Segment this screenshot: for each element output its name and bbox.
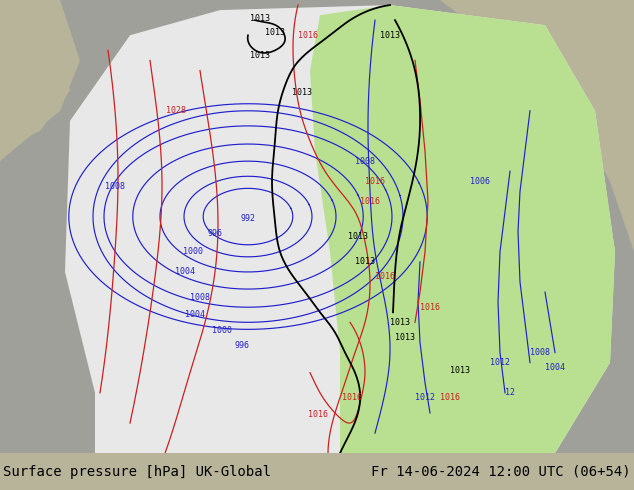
Text: 1013: 1013 [390,318,410,327]
Text: 1013: 1013 [250,14,270,23]
Text: 1013: 1013 [450,366,470,375]
Text: 1008: 1008 [355,157,375,166]
Text: 1016: 1016 [342,393,362,402]
Text: 1000: 1000 [212,326,232,335]
Text: 1006: 1006 [470,177,490,186]
Text: 1008: 1008 [530,348,550,357]
Text: 1013: 1013 [355,257,375,267]
Text: 1013: 1013 [265,28,285,37]
Text: 1013: 1013 [380,31,400,40]
Text: Fr 14-06-2024 12:00 UTC (06+54): Fr 14-06-2024 12:00 UTC (06+54) [371,465,631,479]
Text: 1016: 1016 [440,393,460,402]
Text: 1016: 1016 [360,197,380,206]
Text: 1016: 1016 [420,303,440,312]
Polygon shape [65,5,615,453]
Text: 1008: 1008 [105,182,125,191]
Text: 996: 996 [207,229,223,238]
Text: 1016: 1016 [365,177,385,186]
Text: 1028: 1028 [166,106,186,115]
Text: 1012: 1012 [415,393,435,402]
Text: 1004: 1004 [175,268,195,276]
Text: 1004: 1004 [185,310,205,319]
Text: Surface pressure [hPa] UK-Global: Surface pressure [hPa] UK-Global [3,465,271,479]
Text: 1016: 1016 [298,31,318,40]
Text: 1013: 1013 [348,232,368,241]
Text: 1000: 1000 [183,247,203,256]
Text: 996: 996 [235,341,250,350]
Text: 1008: 1008 [190,293,210,302]
Text: 1004: 1004 [545,363,565,372]
Text: 1013: 1013 [250,51,270,60]
Polygon shape [440,0,634,252]
Text: 992: 992 [240,214,256,223]
Polygon shape [0,0,634,453]
Text: 1016: 1016 [375,272,395,281]
Text: 12: 12 [505,388,515,397]
Text: 1013: 1013 [395,333,415,342]
Polygon shape [0,0,70,151]
Polygon shape [0,0,80,161]
Text: 1016: 1016 [308,411,328,419]
Text: 1012: 1012 [490,358,510,367]
Text: 1013: 1013 [292,88,312,97]
Polygon shape [310,5,615,453]
